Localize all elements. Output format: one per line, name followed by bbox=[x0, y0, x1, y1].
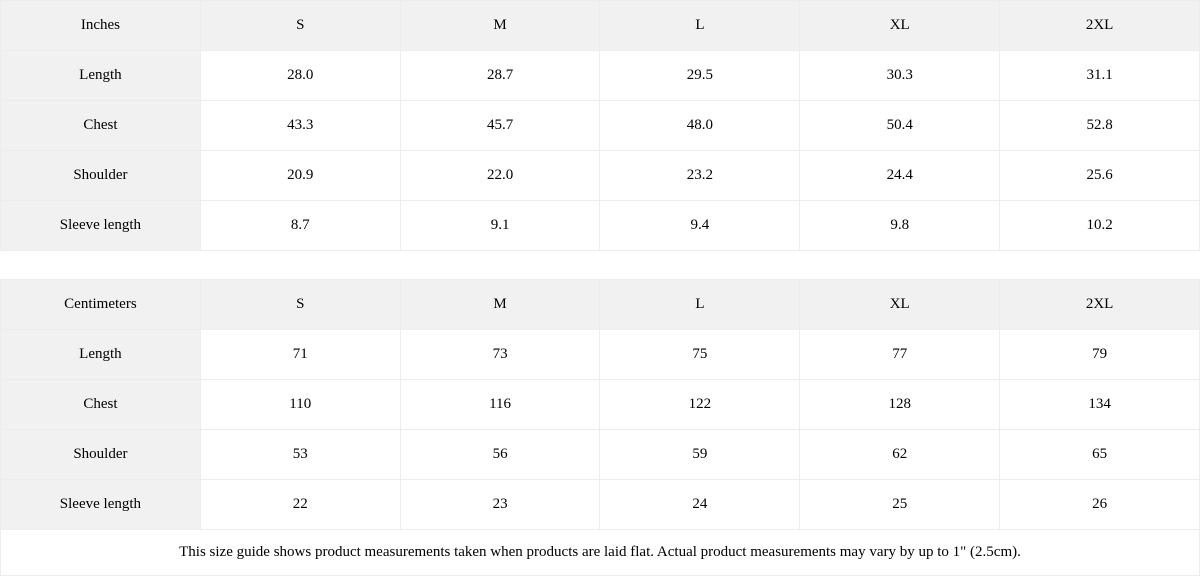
measurement-label: Chest bbox=[1, 380, 201, 430]
measurement-value: 22.0 bbox=[400, 151, 600, 201]
unit-label-cell: Inches bbox=[1, 1, 201, 51]
measurement-value: 73 bbox=[400, 330, 600, 380]
measurement-value: 23.2 bbox=[600, 151, 800, 201]
measurement-value: 25.6 bbox=[1000, 151, 1200, 201]
size-header: M bbox=[400, 280, 600, 330]
table-row: Chest 110 116 122 128 134 bbox=[1, 380, 1200, 430]
measurement-value: 20.9 bbox=[200, 151, 400, 201]
size-header: L bbox=[600, 280, 800, 330]
size-header: 2XL bbox=[1000, 1, 1200, 51]
table-header-row: Centimeters S M L XL 2XL bbox=[1, 280, 1200, 330]
measurement-value: 26 bbox=[1000, 480, 1200, 530]
measurement-value: 122 bbox=[600, 380, 800, 430]
size-header: S bbox=[200, 280, 400, 330]
size-header: XL bbox=[800, 280, 1000, 330]
measurement-value: 25 bbox=[800, 480, 1000, 530]
measurement-value: 56 bbox=[400, 430, 600, 480]
table-row: Shoulder 53 56 59 62 65 bbox=[1, 430, 1200, 480]
measurement-value: 128 bbox=[800, 380, 1000, 430]
measurement-value: 24.4 bbox=[800, 151, 1000, 201]
table-row: Chest 43.3 45.7 48.0 50.4 52.8 bbox=[1, 101, 1200, 151]
measurement-value: 9.8 bbox=[800, 201, 1000, 251]
size-header: 2XL bbox=[1000, 280, 1200, 330]
measurement-value: 79 bbox=[1000, 330, 1200, 380]
measurement-label: Length bbox=[1, 51, 201, 101]
measurement-label: Length bbox=[1, 330, 201, 380]
table-row: Length 71 73 75 77 79 bbox=[1, 330, 1200, 380]
measurement-value: 75 bbox=[600, 330, 800, 380]
size-guide-footnote: This size guide shows product measuremen… bbox=[0, 530, 1200, 576]
size-header: XL bbox=[800, 1, 1000, 51]
table-row: Sleeve length 8.7 9.1 9.4 9.8 10.2 bbox=[1, 201, 1200, 251]
measurement-value: 134 bbox=[1000, 380, 1200, 430]
unit-label-cell: Centimeters bbox=[1, 280, 201, 330]
measurement-value: 52.8 bbox=[1000, 101, 1200, 151]
table-row: Sleeve length 22 23 24 25 26 bbox=[1, 480, 1200, 530]
measurement-value: 28.7 bbox=[400, 51, 600, 101]
size-table-centimeters: Centimeters S M L XL 2XL Length 71 73 75… bbox=[0, 279, 1200, 530]
measurement-value: 9.4 bbox=[600, 201, 800, 251]
measurement-value: 28.0 bbox=[200, 51, 400, 101]
measurement-value: 50.4 bbox=[800, 101, 1000, 151]
measurement-value: 110 bbox=[200, 380, 400, 430]
measurement-value: 8.7 bbox=[200, 201, 400, 251]
table-spacer bbox=[0, 251, 1200, 279]
size-header: S bbox=[200, 1, 400, 51]
measurement-label: Sleeve length bbox=[1, 480, 201, 530]
measurement-value: 53 bbox=[200, 430, 400, 480]
measurement-label: Shoulder bbox=[1, 151, 201, 201]
measurement-value: 116 bbox=[400, 380, 600, 430]
table-row: Length 28.0 28.7 29.5 30.3 31.1 bbox=[1, 51, 1200, 101]
measurement-value: 71 bbox=[200, 330, 400, 380]
measurement-value: 10.2 bbox=[1000, 201, 1200, 251]
table-row: Shoulder 20.9 22.0 23.2 24.4 25.6 bbox=[1, 151, 1200, 201]
size-guide: Inches S M L XL 2XL Length 28.0 28.7 29.… bbox=[0, 0, 1200, 576]
size-header: M bbox=[400, 1, 600, 51]
measurement-value: 30.3 bbox=[800, 51, 1000, 101]
table-header-row: Inches S M L XL 2XL bbox=[1, 1, 1200, 51]
measurement-label: Chest bbox=[1, 101, 201, 151]
measurement-value: 45.7 bbox=[400, 101, 600, 151]
measurement-value: 65 bbox=[1000, 430, 1200, 480]
measurement-value: 23 bbox=[400, 480, 600, 530]
measurement-value: 48.0 bbox=[600, 101, 800, 151]
measurement-value: 43.3 bbox=[200, 101, 400, 151]
measurement-label: Shoulder bbox=[1, 430, 201, 480]
size-header: L bbox=[600, 1, 800, 51]
measurement-label: Sleeve length bbox=[1, 201, 201, 251]
measurement-value: 22 bbox=[200, 480, 400, 530]
measurement-value: 77 bbox=[800, 330, 1000, 380]
measurement-value: 29.5 bbox=[600, 51, 800, 101]
measurement-value: 59 bbox=[600, 430, 800, 480]
measurement-value: 62 bbox=[800, 430, 1000, 480]
size-table-inches: Inches S M L XL 2XL Length 28.0 28.7 29.… bbox=[0, 0, 1200, 251]
measurement-value: 24 bbox=[600, 480, 800, 530]
measurement-value: 31.1 bbox=[1000, 51, 1200, 101]
measurement-value: 9.1 bbox=[400, 201, 600, 251]
